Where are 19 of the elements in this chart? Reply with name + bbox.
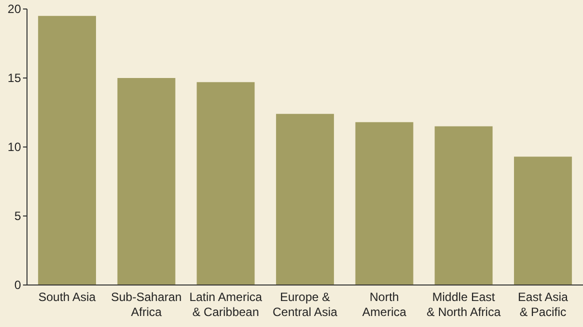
y-tick-label: 20 [8, 2, 22, 16]
y-tick-label: 5 [14, 209, 22, 224]
y-tick-label: 0 [14, 278, 22, 292]
y-tick-label: 10 [8, 140, 22, 154]
bar [117, 78, 176, 285]
bar [196, 82, 255, 285]
x-tick-label: South Asia [38, 290, 96, 304]
x-tick-label: North America [362, 290, 407, 319]
x-tick-label: East Asia & Pacific [518, 290, 568, 319]
x-tick-label: Middle East & North Africa [426, 290, 501, 319]
x-tick-label: Latin America & Caribbean [189, 290, 262, 319]
bar [38, 16, 96, 285]
x-tick-label: Sub-Saharan Africa [111, 290, 182, 319]
x-tick-label: Europe & Central Asia [272, 290, 338, 319]
bar [276, 114, 334, 285]
bar [434, 126, 493, 285]
bar [514, 156, 572, 285]
bar [355, 122, 414, 285]
y-tick-label: 15 [8, 71, 22, 86]
